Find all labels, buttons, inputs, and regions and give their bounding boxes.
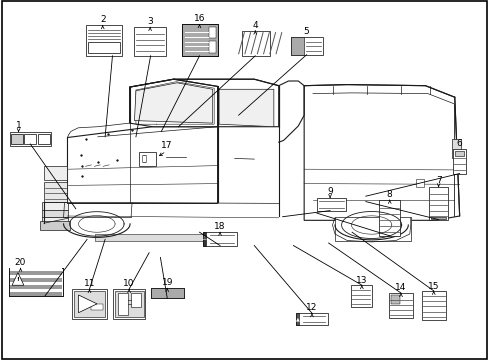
Bar (209, 27, 216, 39)
Polygon shape (304, 85, 459, 220)
Text: 2: 2 (100, 15, 105, 24)
Text: 15: 15 (427, 282, 439, 291)
Bar (203, 232, 237, 246)
Bar (41, 217, 68, 223)
Bar (44, 182, 67, 202)
Bar (91, 304, 103, 310)
Text: 7: 7 (435, 176, 441, 185)
Bar (10, 289, 61, 292)
Polygon shape (219, 89, 273, 127)
Text: !: ! (17, 277, 20, 282)
Bar (388, 293, 412, 318)
Text: 9: 9 (326, 187, 332, 197)
Bar (9, 268, 62, 296)
Bar (72, 289, 106, 319)
Text: 5: 5 (303, 27, 309, 36)
Bar (428, 187, 447, 220)
Bar (452, 149, 465, 174)
Text: 19: 19 (161, 278, 173, 287)
Bar (10, 282, 61, 285)
Text: 16: 16 (193, 14, 205, 23)
Polygon shape (79, 295, 97, 313)
Text: 11: 11 (83, 279, 95, 288)
Text: 14: 14 (394, 284, 406, 292)
Text: 17: 17 (160, 141, 172, 150)
Bar (10, 285, 61, 289)
Bar (290, 37, 322, 55)
Bar (139, 152, 156, 166)
Bar (85, 25, 122, 56)
Text: 18: 18 (214, 222, 225, 231)
Text: ▲: ▲ (295, 316, 299, 321)
Bar (11, 134, 22, 144)
Bar (131, 293, 141, 307)
Bar (41, 202, 68, 210)
Bar (113, 289, 145, 319)
Bar (134, 27, 166, 56)
Bar (421, 291, 445, 320)
Bar (9, 268, 62, 296)
Bar (334, 217, 410, 241)
Bar (295, 313, 298, 325)
Text: 12: 12 (305, 303, 317, 312)
Text: 6: 6 (456, 139, 462, 148)
Bar (41, 210, 68, 217)
Bar (430, 217, 445, 219)
Bar (290, 37, 304, 55)
Bar (182, 24, 217, 56)
Text: 20: 20 (15, 258, 26, 267)
Bar (10, 271, 61, 275)
Bar (10, 132, 51, 146)
Polygon shape (134, 83, 212, 123)
Polygon shape (12, 273, 24, 285)
Bar (118, 293, 127, 315)
Bar (182, 24, 217, 56)
Bar (209, 41, 216, 53)
Bar (451, 139, 460, 158)
Bar (150, 288, 183, 298)
Polygon shape (129, 79, 217, 127)
Text: 8: 8 (386, 190, 392, 199)
Bar (40, 221, 70, 230)
Bar (44, 166, 67, 180)
Text: 4: 4 (252, 21, 258, 30)
Text: 1: 1 (16, 121, 21, 130)
Bar (10, 275, 61, 278)
Bar (350, 285, 371, 307)
Bar (295, 313, 327, 325)
Bar (115, 291, 143, 317)
Polygon shape (67, 127, 217, 203)
Text: 3: 3 (147, 17, 153, 26)
Text: ⚠: ⚠ (202, 236, 206, 241)
Text: 10: 10 (123, 279, 135, 288)
Bar (203, 232, 206, 246)
Bar (415, 179, 424, 187)
Bar (10, 268, 61, 271)
Text: 👍: 👍 (142, 154, 147, 163)
Bar (10, 278, 61, 282)
Bar (74, 291, 105, 317)
Bar (454, 151, 464, 156)
Bar (378, 200, 400, 236)
Bar (87, 42, 120, 53)
Bar (316, 198, 346, 211)
Bar (242, 31, 270, 56)
Bar (390, 296, 399, 304)
Bar (38, 134, 50, 144)
Bar (95, 234, 222, 241)
Text: 13: 13 (355, 276, 367, 284)
Bar (10, 292, 61, 296)
Bar (150, 288, 183, 298)
Bar (24, 134, 36, 144)
